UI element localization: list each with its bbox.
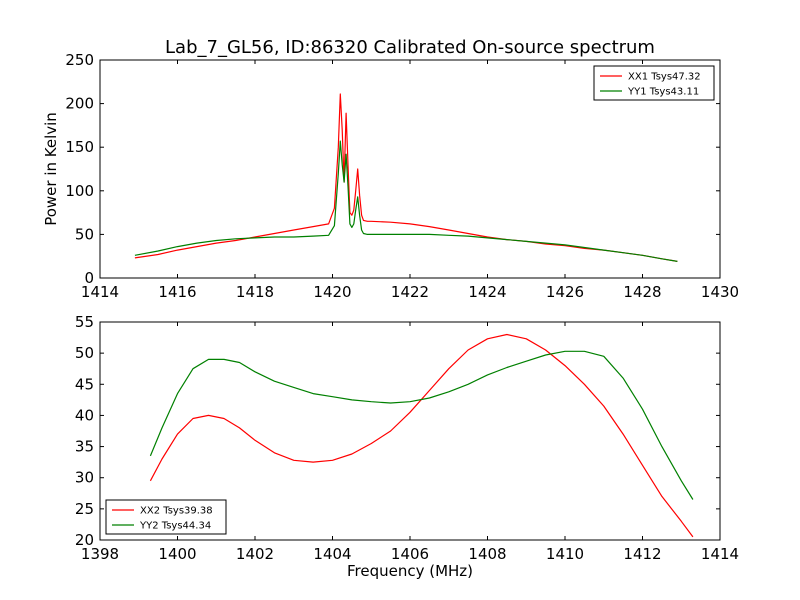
y-tick-label: 40 (75, 406, 94, 424)
y-axis-label: Power in Kelvin (42, 112, 60, 226)
y-tick-label: 150 (65, 138, 94, 156)
x-tick-label: 1426 (546, 283, 584, 301)
x-tick-label: 1414 (701, 545, 739, 563)
legend: XX1 Tsys47.32 YY1 Tsys43.11 (593, 65, 715, 101)
series-line-yy2 (149, 350, 694, 500)
x-tick-label: 1424 (468, 283, 506, 301)
y-tick-label: 35 (75, 438, 94, 456)
y-tick-label: 20 (75, 531, 94, 549)
x-tick-label: 1422 (391, 283, 429, 301)
legend-label: YY2 Tsys44.34 (139, 521, 211, 532)
y-tick-label: 55 (75, 313, 94, 331)
y-tick-label: 25 (75, 500, 94, 518)
x-tick-label: 1402 (236, 545, 274, 563)
x-tick-label: 1412 (623, 545, 661, 563)
y-tick-label: 100 (65, 182, 94, 200)
x-tick-label: 1416 (158, 283, 196, 301)
x-axis-label: Frequency (MHz) (347, 562, 473, 580)
x-tick-label: 1404 (313, 545, 351, 563)
y-tick-label: 50 (75, 225, 94, 243)
x-tick-label: 1414 (81, 283, 119, 301)
x-tick-label: 1408 (468, 545, 506, 563)
series-line-xx1 (134, 93, 678, 262)
x-tick-label: 1430 (701, 283, 739, 301)
x-tick-label: 1406 (391, 545, 429, 563)
legend-label: XX1 Tsys47.32 (628, 72, 701, 83)
legend-box (593, 65, 715, 101)
bottom-spectrum-panel: 1398 1400 1402 1404 1406 1408 1410 1412 1414 20 25… (75, 313, 739, 580)
x-tick-label: 1418 (236, 283, 274, 301)
series-line-xx2 (149, 333, 694, 538)
legend-label: YY1 Tsys43.11 (627, 87, 699, 98)
y-tick-label: 0 (84, 269, 94, 287)
x-tick-label: 1398 (81, 545, 119, 563)
y-tick-label: 250 (65, 51, 94, 69)
y-tick-label: 50 (75, 344, 94, 362)
series-line-yy1 (134, 140, 678, 262)
x-tick-label: 1400 (158, 545, 196, 563)
legend-box (105, 499, 227, 535)
x-tick-label: 1428 (623, 283, 661, 301)
y-tick-label: 200 (65, 95, 94, 113)
x-tick-label: 1420 (313, 283, 351, 301)
chart-title: Lab_7_GL56, ID:86320 Calibrated On-sourc… (165, 37, 655, 58)
y-tick-label: 30 (75, 469, 94, 487)
x-tick-label: 1410 (546, 545, 584, 563)
legend: XX2 Tsys39.38 YY2 Tsys44.34 (105, 499, 227, 535)
y-tick-label: 45 (75, 375, 94, 393)
top-spectrum-panel: 1414 1416 1418 1420 1422 1424 1426 1428 1430 0 50 1… (42, 51, 739, 301)
legend-label: XX2 Tsys39.38 (140, 506, 213, 517)
